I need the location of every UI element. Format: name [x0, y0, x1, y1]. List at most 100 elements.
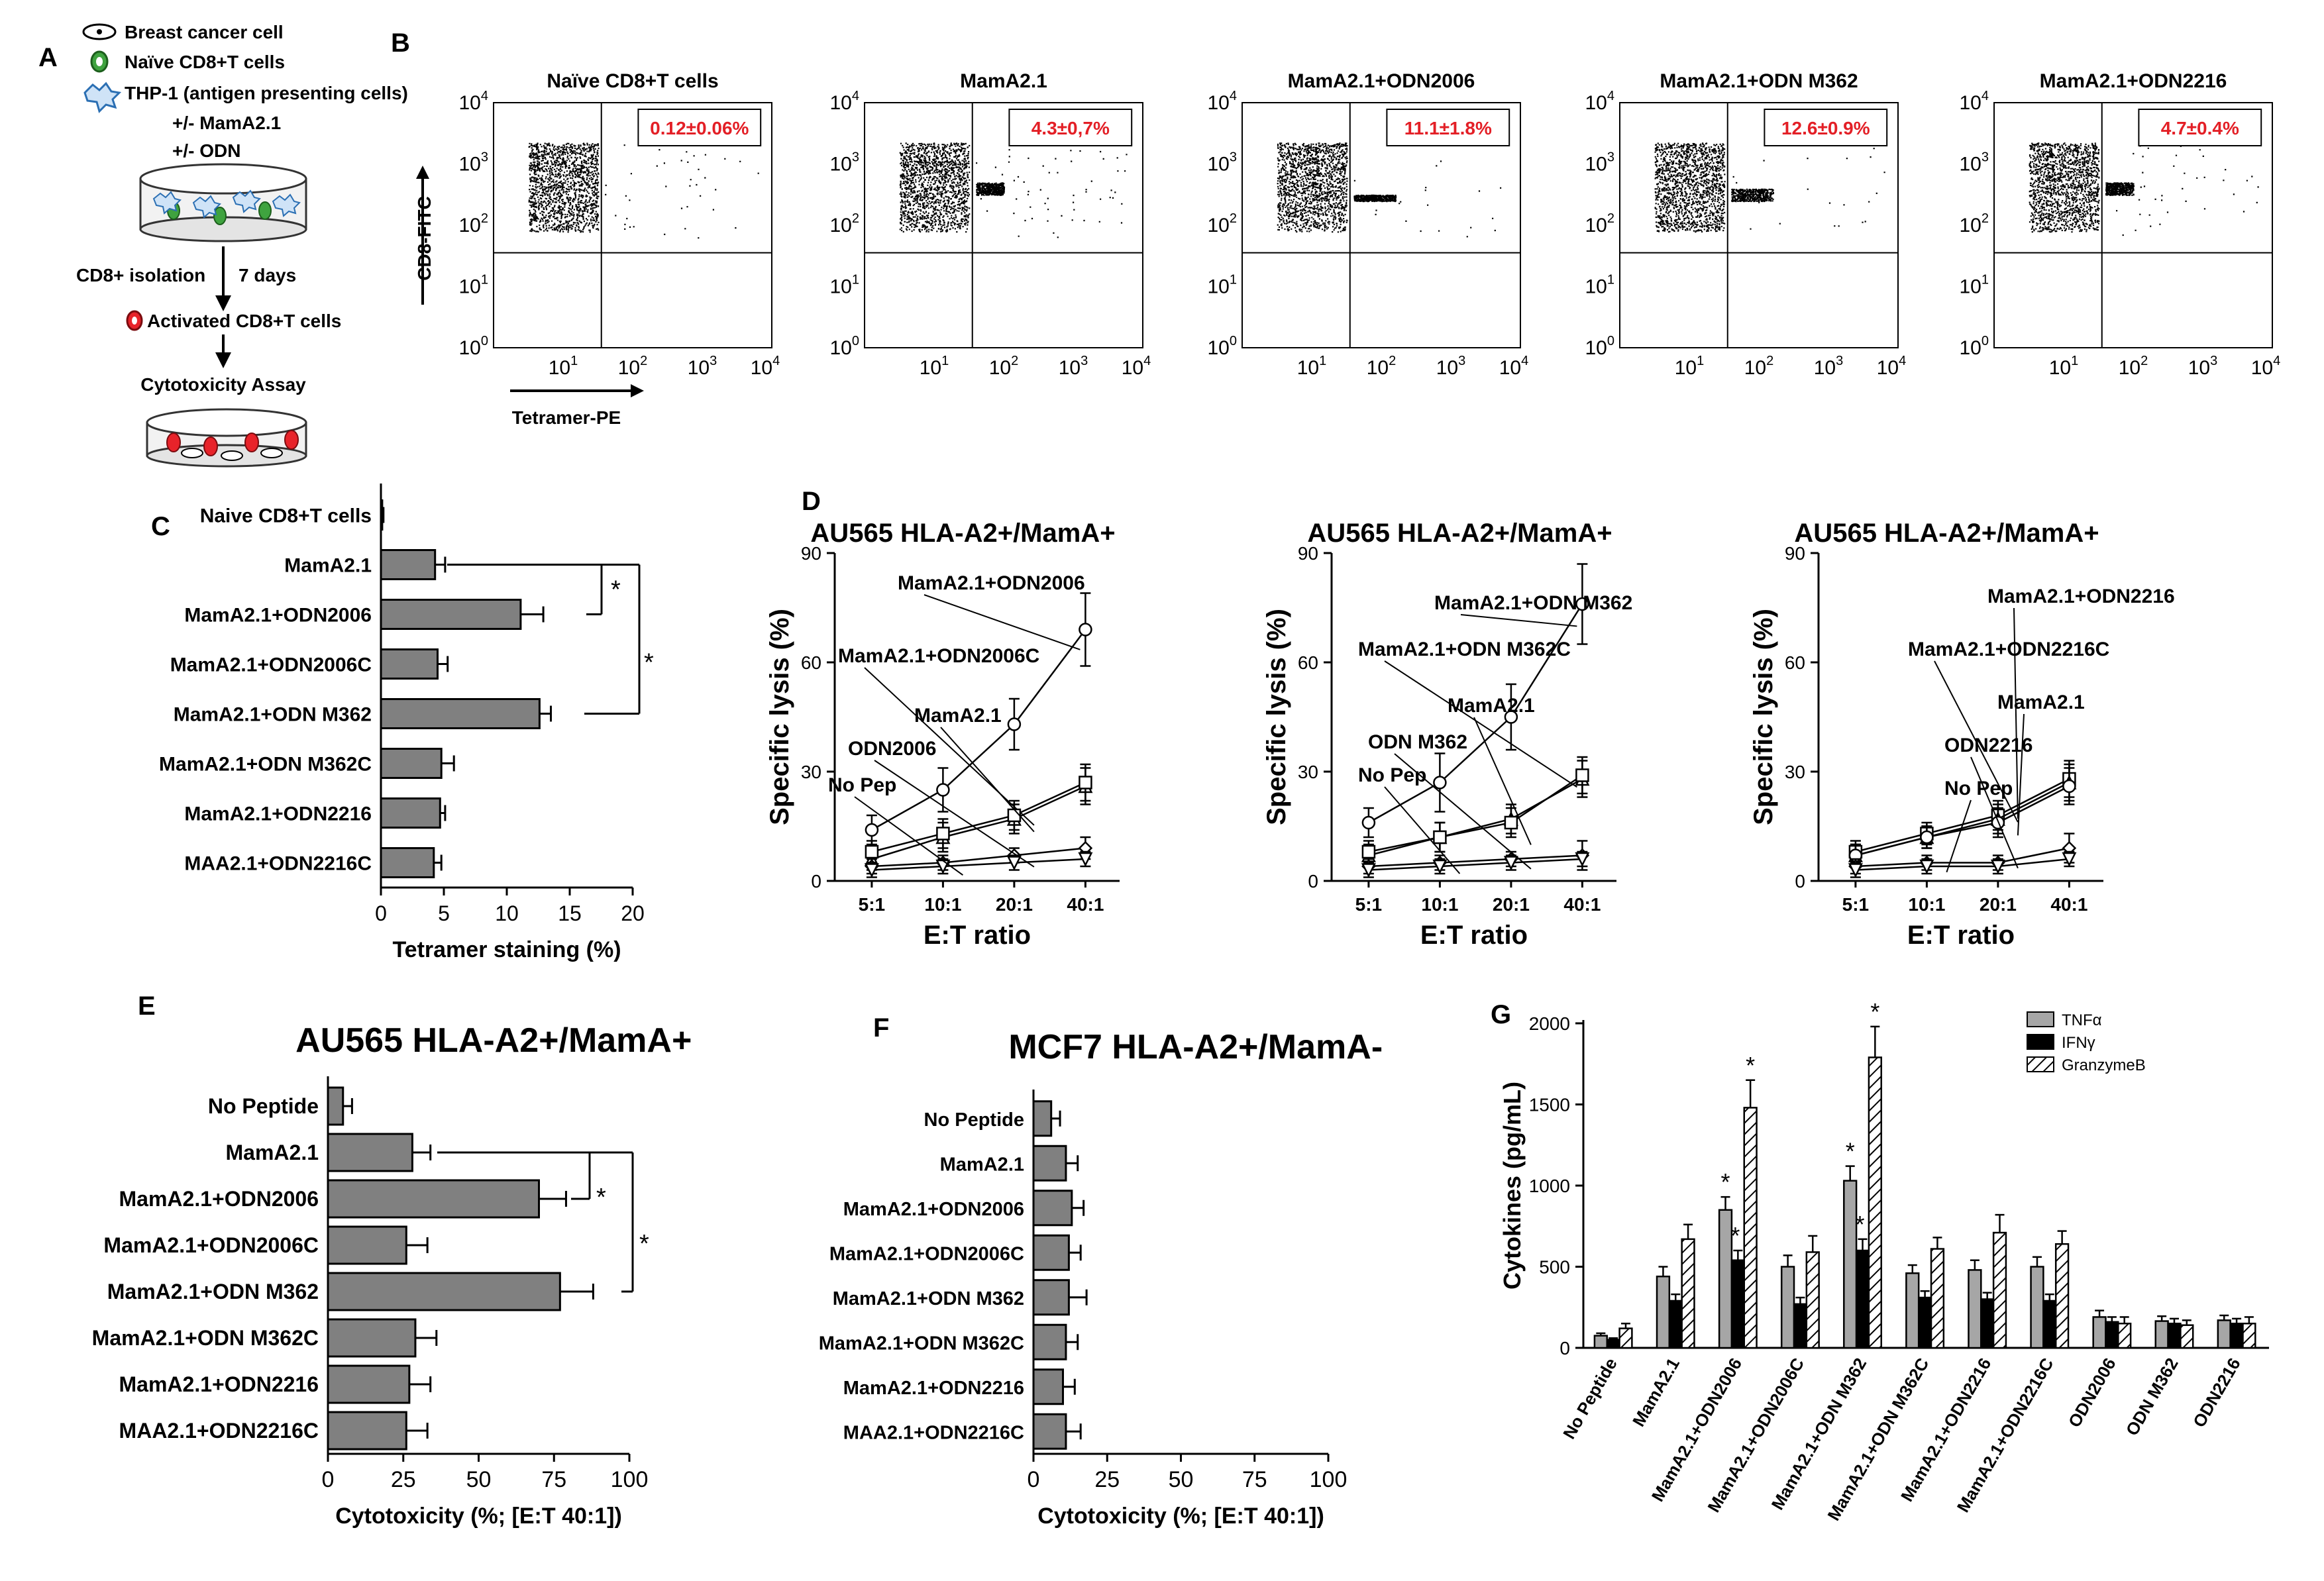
bar: [327, 1133, 413, 1172]
y-tick-label: 101: [1585, 273, 1615, 298]
marker-triangle-down: [1432, 859, 1448, 874]
cell-nucleus-icon: [97, 29, 102, 34]
series-label: ODN2006: [848, 738, 936, 760]
x-axis-label: Tetramer-PE: [512, 407, 621, 428]
marker-square: [1007, 808, 1022, 823]
y-tick-exponent: 3: [1981, 150, 1989, 165]
panel-e-au565-cytotoxicity: AU565 HLA-A2+/MamA+ No Peptide MamA2.1 MamA…: [92, 1021, 692, 1529]
assay-tcell-icon: [244, 433, 259, 452]
percent-box: [2138, 109, 2262, 146]
bar-0: [1905, 1272, 1920, 1349]
panel-letter-d: D: [802, 487, 821, 516]
series-label: No Pep: [1944, 778, 2013, 799]
step-days: 7 days: [238, 265, 296, 285]
category-label: Naive CD8+T cells: [200, 505, 372, 527]
x-tick-label: 20:1: [1493, 894, 1530, 915]
marker-square: [1079, 776, 1092, 790]
x-tick-exponent: 1: [1319, 354, 1326, 368]
y-tick-exponent: 0: [1981, 334, 1989, 348]
series-label: No Pep: [828, 774, 896, 796]
leader-line: [2017, 713, 2025, 836]
bar-0: [1656, 1275, 1671, 1349]
chart-title: AU565 HLA-A2+/MamA+: [295, 1021, 692, 1060]
series-line: [1855, 785, 2070, 856]
dish-apc-icon: [272, 193, 301, 217]
bar-0: [1780, 1266, 1795, 1349]
x-tick-exponent: 2: [640, 354, 647, 368]
panel-d-lysis-charts: AU565 HLA-A2+/MamA+ 0 30 60 90 5:1 10:1 20:1 40:…: [765, 519, 2175, 950]
assay-tcell-icon: [166, 433, 181, 452]
y-tick-exponent: 1: [852, 273, 859, 287]
bar-0: [1843, 1180, 1858, 1349]
bar-0: [2154, 1320, 2169, 1349]
x-tick-label: 10:1: [924, 894, 961, 915]
y-tick-label: 60: [801, 652, 821, 673]
flow-plot: MamA2.1+ODN200611.1±1.8%1001011011021021…: [1208, 70, 1529, 379]
x-tick-exponent: 3: [1836, 354, 1843, 368]
panel-letter-f: F: [873, 1013, 889, 1043]
down-arrow-icon: [215, 295, 231, 311]
flow-events: [1654, 142, 1885, 233]
leader-line: [1394, 753, 1532, 870]
y-tick-label: 1000: [1529, 1176, 1570, 1196]
legend-thp1: THP-1 (antigen presenting cells): [125, 83, 408, 103]
x-tick-label: 10:1: [1421, 894, 1458, 915]
x-tick-label: 40:1: [1067, 894, 1104, 915]
marker-square: [1575, 768, 1589, 782]
category-label: No Peptide: [208, 1094, 319, 1118]
marker-triangle-down: [1919, 859, 1934, 874]
dish-rim: [139, 163, 307, 195]
y-tick-label: 90: [1298, 543, 1318, 564]
leader-line: [854, 796, 963, 876]
series-label: No Pep: [1358, 764, 1426, 786]
dish-tcell-icon: [213, 207, 227, 225]
leader-line: [1473, 717, 1532, 845]
y-tick-label: 30: [1298, 762, 1318, 782]
significance-star: *: [1746, 1052, 1755, 1079]
y-tick-exponent: 2: [1230, 211, 1237, 226]
x-tick-label: 5: [438, 901, 450, 925]
x-tick-label: 5:1: [1842, 894, 1869, 915]
assay-dish: [146, 408, 307, 468]
legend-label: TNFα: [2062, 1011, 2102, 1029]
bar-1: [1793, 1303, 1808, 1349]
series-label: ODN2216: [1944, 735, 2033, 756]
marker-square: [1504, 815, 1518, 830]
leader-line: [2013, 607, 2019, 819]
lysis-chart: AU565 HLA-A2+/MamA+ 0 30 60 90 5:1 10:1 20:1 40:…: [765, 519, 1120, 950]
x-tick-label: 0: [1028, 1467, 1040, 1492]
marker-triangle-down: [1078, 852, 1093, 867]
marker-circle: [865, 823, 879, 837]
bar-2: [2117, 1323, 2132, 1349]
legend-odn: +/- ODN: [172, 140, 240, 161]
y-tick-exponent: 3: [1607, 150, 1614, 165]
y-tick-label: 101: [830, 273, 860, 298]
bar-2: [1743, 1107, 1758, 1349]
significance-star: *: [1846, 1138, 1855, 1165]
leader-line: [1384, 786, 1461, 874]
category-label: MamA2.1+ODN M362C: [159, 754, 372, 776]
x-tick-label: 25: [1094, 1467, 1120, 1492]
category-label: MamA2.1+ODN2006C: [170, 654, 372, 676]
legend-label: IFNγ: [2062, 1034, 2095, 1052]
x-tick-label: 20: [621, 901, 645, 925]
x-tick-label: 20:1: [996, 894, 1033, 915]
flow-plot-frame: [864, 102, 1143, 348]
x-axis-label: Cytotoxicity (%; [E:T 40:1]): [335, 1504, 622, 1529]
significance-star: *: [1856, 1211, 1865, 1238]
leader-line: [1384, 660, 1577, 788]
flow-plot-title: MamA2.1: [960, 70, 1047, 92]
bar-0: [1718, 1209, 1733, 1349]
bar-1: [1730, 1259, 1746, 1349]
legend-naive: Naïve CD8+T cells: [125, 52, 285, 72]
bar-2: [1868, 1056, 1883, 1349]
y-tick-exponent: 2: [852, 211, 859, 226]
y-tick-label: 500: [1539, 1257, 1570, 1278]
marker-triangle-down: [1361, 863, 1376, 878]
category-label: MamA2.1+ODN2006: [184, 605, 372, 627]
legend-mama21: +/- MamA2.1: [172, 113, 281, 133]
marker-square: [936, 827, 950, 841]
panel-letter-e: E: [138, 992, 156, 1021]
y-axis-label: Specific lysis (%): [1262, 609, 1291, 825]
